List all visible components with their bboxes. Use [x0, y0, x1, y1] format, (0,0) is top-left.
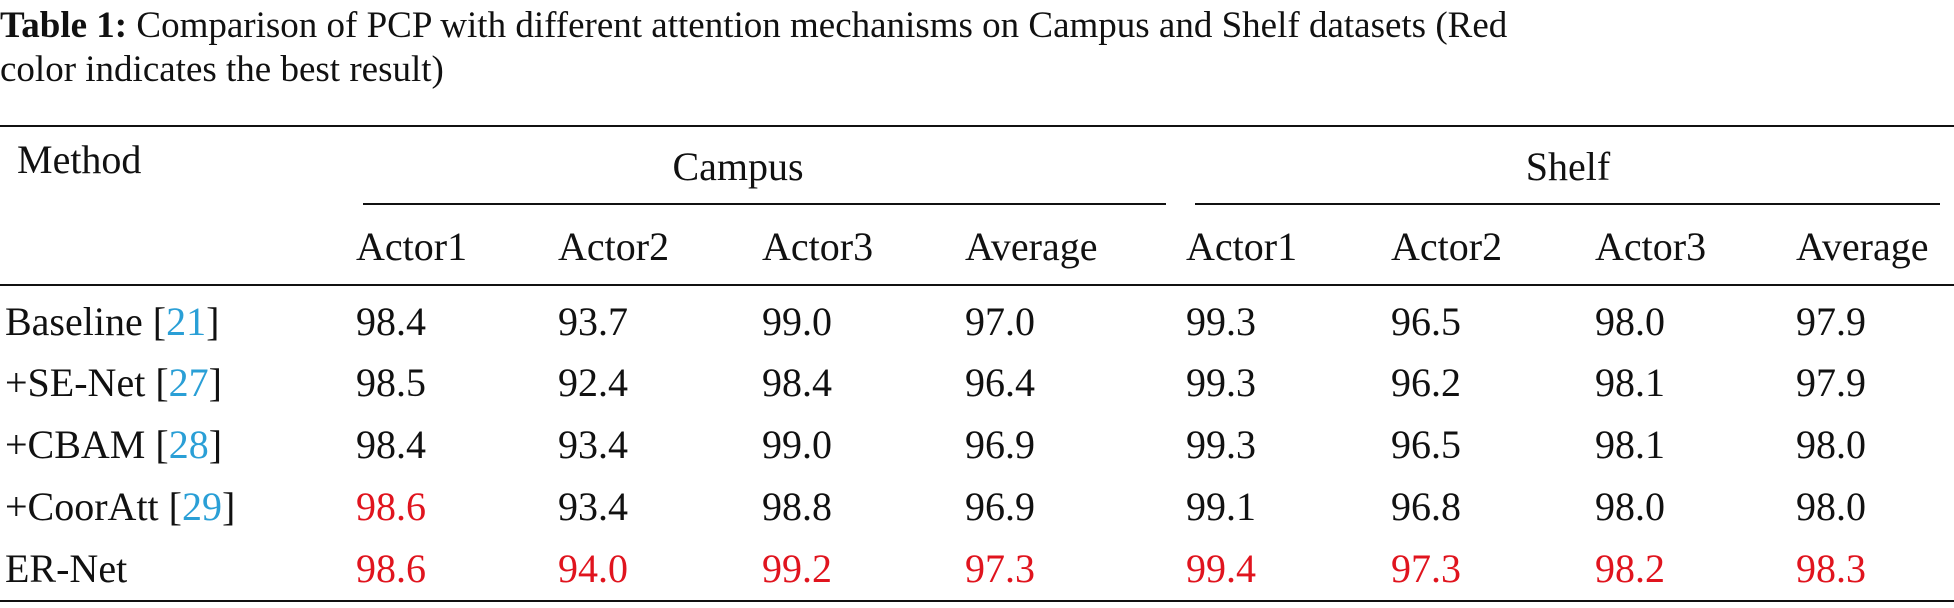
- table-cell: 97.0: [965, 299, 1035, 344]
- table-cell: 99.1: [1186, 484, 1256, 529]
- column-header: Actor2: [1391, 224, 1503, 269]
- column-header: Average: [1796, 224, 1929, 269]
- table-cell: 98.3: [1796, 546, 1866, 591]
- citation-link[interactable]: 28: [168, 422, 209, 467]
- column-header: Actor1: [356, 224, 468, 269]
- table-cell: 98.6: [356, 546, 426, 591]
- table-cell: 98.4: [356, 422, 426, 467]
- table-cell: 98.4: [356, 299, 426, 344]
- table-caption: Table 1: Comparison of PCP with differen…: [0, 4, 1954, 92]
- table-cell: 98.4: [762, 360, 832, 405]
- column-header: Actor3: [762, 224, 874, 269]
- caption-text-1: Comparison of PCP with different attenti…: [136, 5, 1508, 46]
- row-method-name: Baseline [21]: [5, 299, 220, 344]
- table-cell: 97.3: [1391, 546, 1461, 591]
- campus-group-rule: [363, 203, 1166, 205]
- table-cell: 98.0: [1595, 299, 1665, 344]
- column-header: Actor1: [1186, 224, 1298, 269]
- column-header: Actor2: [558, 224, 670, 269]
- table-cell: 93.7: [558, 299, 628, 344]
- table-cell: 97.3: [965, 546, 1035, 591]
- table-cell: 98.2: [1595, 546, 1665, 591]
- method-label: +CoorAtt: [5, 484, 159, 529]
- caption-label: Table 1:: [0, 5, 128, 46]
- row-method-name: +CBAM [28]: [5, 422, 223, 467]
- group-header-shelf: Shelf: [1525, 144, 1611, 189]
- table-cell: 99.0: [762, 422, 832, 467]
- header-rule: [0, 284, 1954, 286]
- column-header: Actor3: [1595, 224, 1707, 269]
- method-label: +SE-Net: [5, 360, 146, 405]
- table-cell: 96.9: [965, 422, 1035, 467]
- table-cell: 98.6: [356, 484, 426, 529]
- group-header-campus: Campus: [672, 144, 804, 189]
- table-cell: 99.3: [1186, 360, 1256, 405]
- table-cell: 98.0: [1796, 484, 1866, 529]
- table-cell: 97.9: [1796, 360, 1866, 405]
- caption-line-1: Table 1: Comparison of PCP with differen…: [0, 4, 1954, 48]
- table-cell: 96.2: [1391, 360, 1461, 405]
- table-cell: 99.2: [762, 546, 832, 591]
- table-cell: 96.9: [965, 484, 1035, 529]
- table-cell: 96.5: [1391, 422, 1461, 467]
- shelf-group-rule: [1195, 203, 1940, 205]
- method-label: +CBAM: [5, 422, 146, 467]
- table-cell: 98.0: [1796, 422, 1866, 467]
- bottom-rule: [0, 600, 1954, 602]
- table-cell: 98.1: [1595, 422, 1665, 467]
- table-cell: 93.4: [558, 484, 628, 529]
- row-method-name: ER-Net: [5, 545, 127, 593]
- citation-link[interactable]: 29: [182, 484, 222, 529]
- table-cell: 98.1: [1595, 360, 1665, 405]
- table-cell: 98.5: [356, 360, 426, 405]
- table-cell: 99.4: [1186, 546, 1256, 591]
- method-label: Baseline: [5, 299, 143, 344]
- table-cell: 98.8: [762, 484, 832, 529]
- row-method-name: +CoorAtt [29]: [5, 484, 236, 529]
- table-cell: 98.0: [1595, 484, 1665, 529]
- row-method-name: +SE-Net [27]: [5, 360, 222, 405]
- table-cell: 94.0: [558, 546, 628, 591]
- table-cell: 97.9: [1796, 299, 1866, 344]
- table-cell: 96.4: [965, 360, 1035, 405]
- table-cell: 93.4: [558, 422, 628, 467]
- table-cell: 96.5: [1391, 299, 1461, 344]
- method-header: Method: [17, 137, 142, 182]
- citation-link[interactable]: 27: [168, 360, 209, 405]
- table-cell: 99.0: [762, 299, 832, 344]
- method-label: ER-Net: [5, 546, 128, 591]
- table-cell: 96.8: [1391, 484, 1461, 529]
- table-cell: 92.4: [558, 360, 628, 405]
- table-cell: 99.3: [1186, 422, 1256, 467]
- citation-link[interactable]: 21: [166, 299, 207, 344]
- caption-line-2: color indicates the best result): [0, 49, 444, 90]
- column-header: Average: [965, 224, 1098, 269]
- top-rule: [0, 125, 1954, 127]
- table-cell: 99.3: [1186, 299, 1256, 344]
